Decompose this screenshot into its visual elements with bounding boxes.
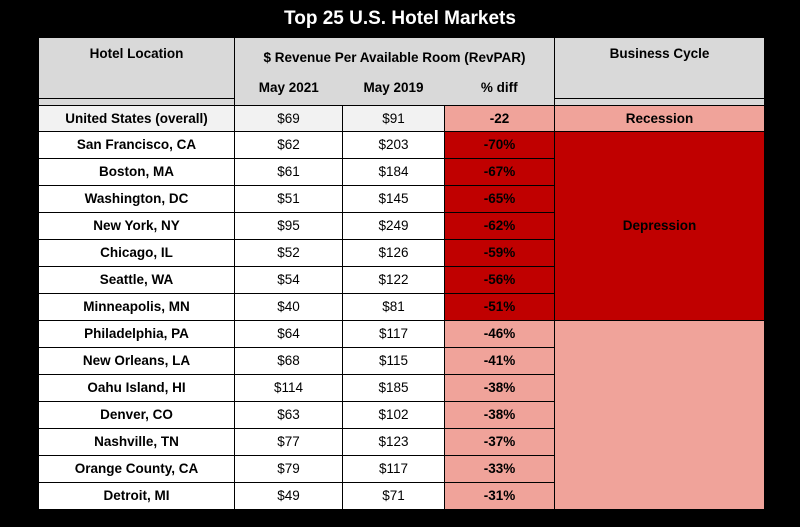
table-row: Minneapolis, MN $40 $81 -51% xyxy=(38,292,765,321)
market-may-2019: $249 xyxy=(342,211,445,240)
market-location: Washington, DC xyxy=(38,184,235,213)
header-hotel-location: Hotel Location xyxy=(38,37,235,99)
header-may-2021: May 2021 xyxy=(234,76,343,98)
market-may-2021: $62 xyxy=(234,130,343,159)
market-may-2021: $79 xyxy=(234,454,343,483)
market-pct-diff: -37% xyxy=(443,427,556,456)
market-may-2019: $102 xyxy=(342,400,445,429)
market-location: Oahu Island, HI xyxy=(38,373,235,402)
market-location: Detroit, MI xyxy=(38,481,235,510)
table-row: Denver, CO $63 $102 -38% xyxy=(38,400,765,429)
market-may-2019: $115 xyxy=(342,346,445,375)
market-pct-diff: -70% xyxy=(443,130,556,159)
market-pct-diff: -38% xyxy=(443,400,556,429)
table-row: New York, NY $95 $249 -62% xyxy=(38,211,765,240)
market-may-2021: $54 xyxy=(234,265,343,294)
header-spacer xyxy=(38,98,766,106)
market-may-2019: $126 xyxy=(342,238,445,267)
market-may-2021: $51 xyxy=(234,184,343,213)
table-title: Top 25 U.S. Hotel Markets xyxy=(284,7,516,29)
market-may-2021: $77 xyxy=(234,427,343,456)
table-row: Oahu Island, HI $114 $185 -38% xyxy=(38,373,765,402)
market-may-2019: $123 xyxy=(342,427,445,456)
market-pct-diff: -41% xyxy=(443,346,556,375)
table-row: Philadelphia, PA $64 $117 -46% xyxy=(38,319,766,510)
market-location: New York, NY xyxy=(38,211,235,240)
market-may-2021: $52 xyxy=(234,238,343,267)
table-row: Detroit, MI $49 $71 -31% xyxy=(38,481,765,510)
table-row: Chicago, IL $52 $126 -59% xyxy=(38,238,765,267)
table-row-overall: United States (overall) $69 $91 -22 Rece… xyxy=(38,104,766,132)
market-pct-diff: -67% xyxy=(443,157,556,186)
market-location: Minneapolis, MN xyxy=(38,292,235,321)
market-pct-diff: -33% xyxy=(443,454,556,483)
market-rows: San Francisco, CA $62 $203 -70% Depression Bo… xyxy=(38,130,766,510)
table-row: Washington, DC $51 $145 -65% xyxy=(38,184,765,213)
market-location: Orange County, CA xyxy=(38,454,235,483)
market-may-2021: $63 xyxy=(234,400,343,429)
market-may-2021: $95 xyxy=(234,211,343,240)
business-cycle-recession-block xyxy=(554,319,766,510)
overall-business-cycle: Recession xyxy=(554,104,766,132)
market-location: New Orleans, LA xyxy=(38,346,235,375)
overall-pct-diff: -22 xyxy=(443,104,556,132)
market-may-2021: $68 xyxy=(234,346,343,375)
market-may-2021: $64 xyxy=(234,319,343,348)
header-revpar: $ Revenue Per Available Room (RevPAR) xyxy=(233,37,556,76)
market-location: San Francisco, CA xyxy=(38,130,235,159)
market-may-2019: $203 xyxy=(342,130,445,159)
business-cycle-depression: Depression xyxy=(554,130,766,321)
market-may-2019: $145 xyxy=(342,184,445,213)
market-may-2019: $81 xyxy=(342,292,445,321)
header-business-cycle: Business Cycle xyxy=(554,37,766,99)
table-row: Boston, MA $61 $184 -67% xyxy=(38,157,765,186)
market-pct-diff: -31% xyxy=(443,481,556,510)
market-may-2019: $122 xyxy=(342,265,445,294)
market-may-2019: $117 xyxy=(342,319,445,348)
table-row: New Orleans, LA $68 $115 -41% xyxy=(38,346,765,375)
market-location: Seattle, WA xyxy=(38,265,235,294)
header-pct-diff: % diff xyxy=(444,76,556,98)
market-location: Boston, MA xyxy=(38,157,235,186)
header-may-2019: May 2019 xyxy=(342,76,445,98)
market-may-2019: $71 xyxy=(342,481,445,510)
hotel-markets-table: Hotel Location $ Revenue Per Available R… xyxy=(38,37,766,510)
market-may-2021: $40 xyxy=(234,292,343,321)
overall-may-2019: $91 xyxy=(342,104,445,132)
market-may-2019: $185 xyxy=(342,373,445,402)
market-may-2021: $49 xyxy=(234,481,343,510)
market-pct-diff: -56% xyxy=(443,265,556,294)
overall-may-2021: $69 xyxy=(234,104,343,132)
market-may-2021: $61 xyxy=(234,157,343,186)
table-row: Nashville, TN $77 $123 -37% xyxy=(38,427,765,456)
market-pct-diff: -38% xyxy=(443,373,556,402)
market-location: Philadelphia, PA xyxy=(38,319,235,348)
overall-location: United States (overall) xyxy=(38,104,235,132)
market-may-2019: $184 xyxy=(342,157,445,186)
market-pct-diff: -65% xyxy=(443,184,556,213)
market-pct-diff: -62% xyxy=(443,211,556,240)
market-pct-diff: -46% xyxy=(443,319,556,348)
market-location: Denver, CO xyxy=(38,400,235,429)
market-may-2021: $114 xyxy=(234,373,343,402)
market-pct-diff: -59% xyxy=(443,238,556,267)
table-row: San Francisco, CA $62 $203 -70% Depression xyxy=(38,130,766,321)
market-location: Nashville, TN xyxy=(38,427,235,456)
market-pct-diff: -51% xyxy=(443,292,556,321)
market-location: Chicago, IL xyxy=(38,238,235,267)
market-may-2019: $117 xyxy=(342,454,445,483)
